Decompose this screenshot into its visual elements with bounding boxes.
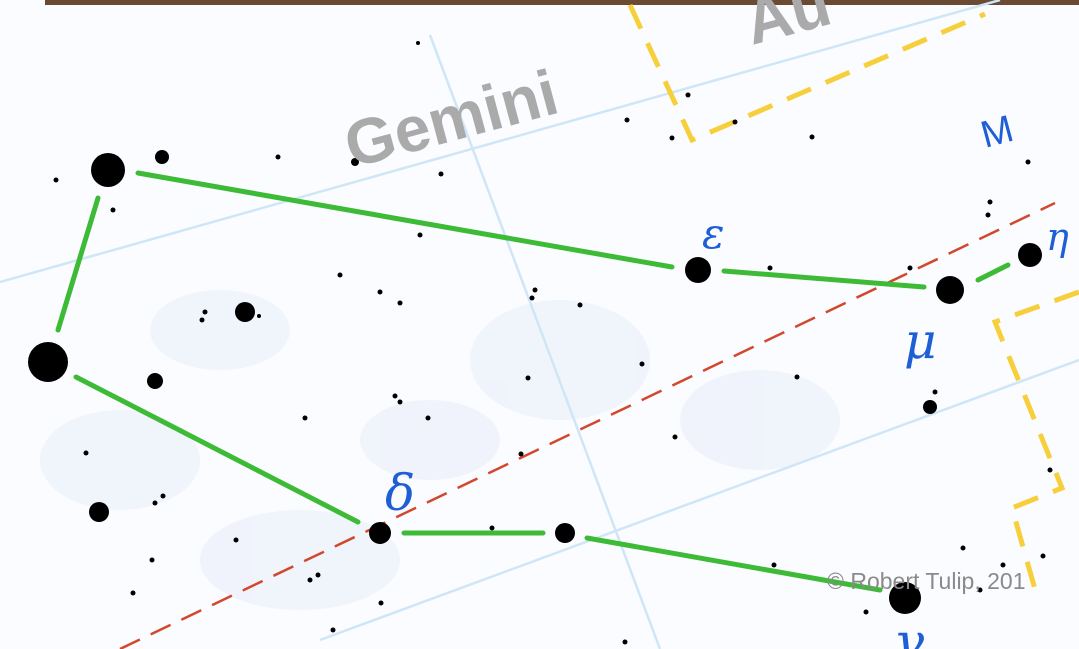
ecliptic — [119, 201, 1056, 649]
credit: © Robert Tulip, 201 — [827, 568, 1026, 594]
star-label: μ — [904, 312, 937, 370]
star-label: δ — [385, 464, 415, 522]
boundaries — [627, 3, 1079, 601]
star-label: γ — [893, 613, 925, 649]
milky-way — [40, 290, 840, 610]
top-strip — [45, 0, 1079, 5]
constellation-figure — [55, 170, 1011, 593]
stars — [28, 41, 1053, 645]
star-label: η — [1046, 215, 1069, 259]
star-label: ε — [702, 209, 725, 258]
